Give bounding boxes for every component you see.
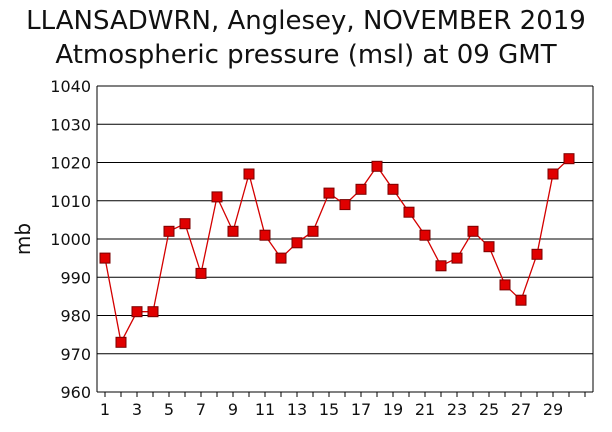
y-axis-ticks: 960 970 980 990 1000 1010 1020 1030 1040 <box>50 77 91 402</box>
data-point <box>563 153 575 165</box>
data-point <box>275 252 287 264</box>
x-tick-label: 3 <box>132 400 142 419</box>
data-point <box>211 191 223 203</box>
data-point <box>339 199 351 211</box>
data-point <box>179 218 191 230</box>
data-point <box>115 336 127 348</box>
y-tick-label: 1010 <box>50 192 91 211</box>
data-point <box>259 229 271 241</box>
data-point <box>435 260 447 272</box>
y-tick-label: 1030 <box>50 115 91 134</box>
x-tick-label: 21 <box>415 400 435 419</box>
x-tick-label: 25 <box>479 400 499 419</box>
data-point <box>483 241 495 253</box>
data-point <box>243 168 255 180</box>
data-point <box>307 225 319 237</box>
data-point <box>355 183 367 195</box>
x-tick-label: 15 <box>319 400 339 419</box>
data-point <box>451 252 463 264</box>
chart-subtitle: Atmospheric pressure (msl) at 09 GMT <box>55 40 557 70</box>
x-tick-label: 19 <box>383 400 403 419</box>
data-point <box>227 225 239 237</box>
series-line <box>104 158 570 345</box>
x-tick-label: 29 <box>543 400 563 419</box>
data-point <box>147 306 159 318</box>
x-tick-label: 5 <box>164 400 174 419</box>
data-point <box>547 168 559 180</box>
x-tick-label: 9 <box>228 400 238 419</box>
x-tick-label: 13 <box>287 400 307 419</box>
x-tick-label: 1 <box>100 400 110 419</box>
data-point <box>403 206 415 218</box>
data-point <box>531 248 543 260</box>
data-point <box>291 237 303 249</box>
y-tick-label: 1000 <box>50 230 91 249</box>
data-point <box>499 279 511 291</box>
data-point <box>387 183 399 195</box>
chart-title: LLANSADWRN, Anglesey, NOVEMBER 2019 <box>26 6 586 36</box>
x-axis-ticks: 1 3 5 7 9 11 13 15 17 19 21 23 25 27 29 <box>100 400 563 419</box>
y-axis-label: mb <box>11 223 35 255</box>
data-point <box>323 187 335 199</box>
x-tick-label: 23 <box>447 400 467 419</box>
x-tick-label: 27 <box>511 400 531 419</box>
y-tick-label: 1040 <box>50 77 91 96</box>
data-point <box>163 225 175 237</box>
data-point <box>99 252 111 264</box>
x-tick-label: 7 <box>196 400 206 419</box>
data-point <box>371 160 383 172</box>
y-tick-label: 1020 <box>50 154 91 173</box>
y-tick-label: 960 <box>60 383 91 402</box>
data-point <box>515 294 527 306</box>
data-point <box>419 229 431 241</box>
x-tick-label: 11 <box>255 400 275 419</box>
data-point <box>131 306 143 318</box>
y-tick-label: 990 <box>60 268 91 287</box>
axes <box>96 86 594 397</box>
grid-lines <box>97 85 593 393</box>
data-series <box>99 153 575 348</box>
x-tick-label: 17 <box>351 400 371 419</box>
y-tick-label: 980 <box>60 307 91 326</box>
data-point <box>467 225 479 237</box>
y-tick-label: 970 <box>60 345 91 364</box>
data-point <box>195 267 207 279</box>
